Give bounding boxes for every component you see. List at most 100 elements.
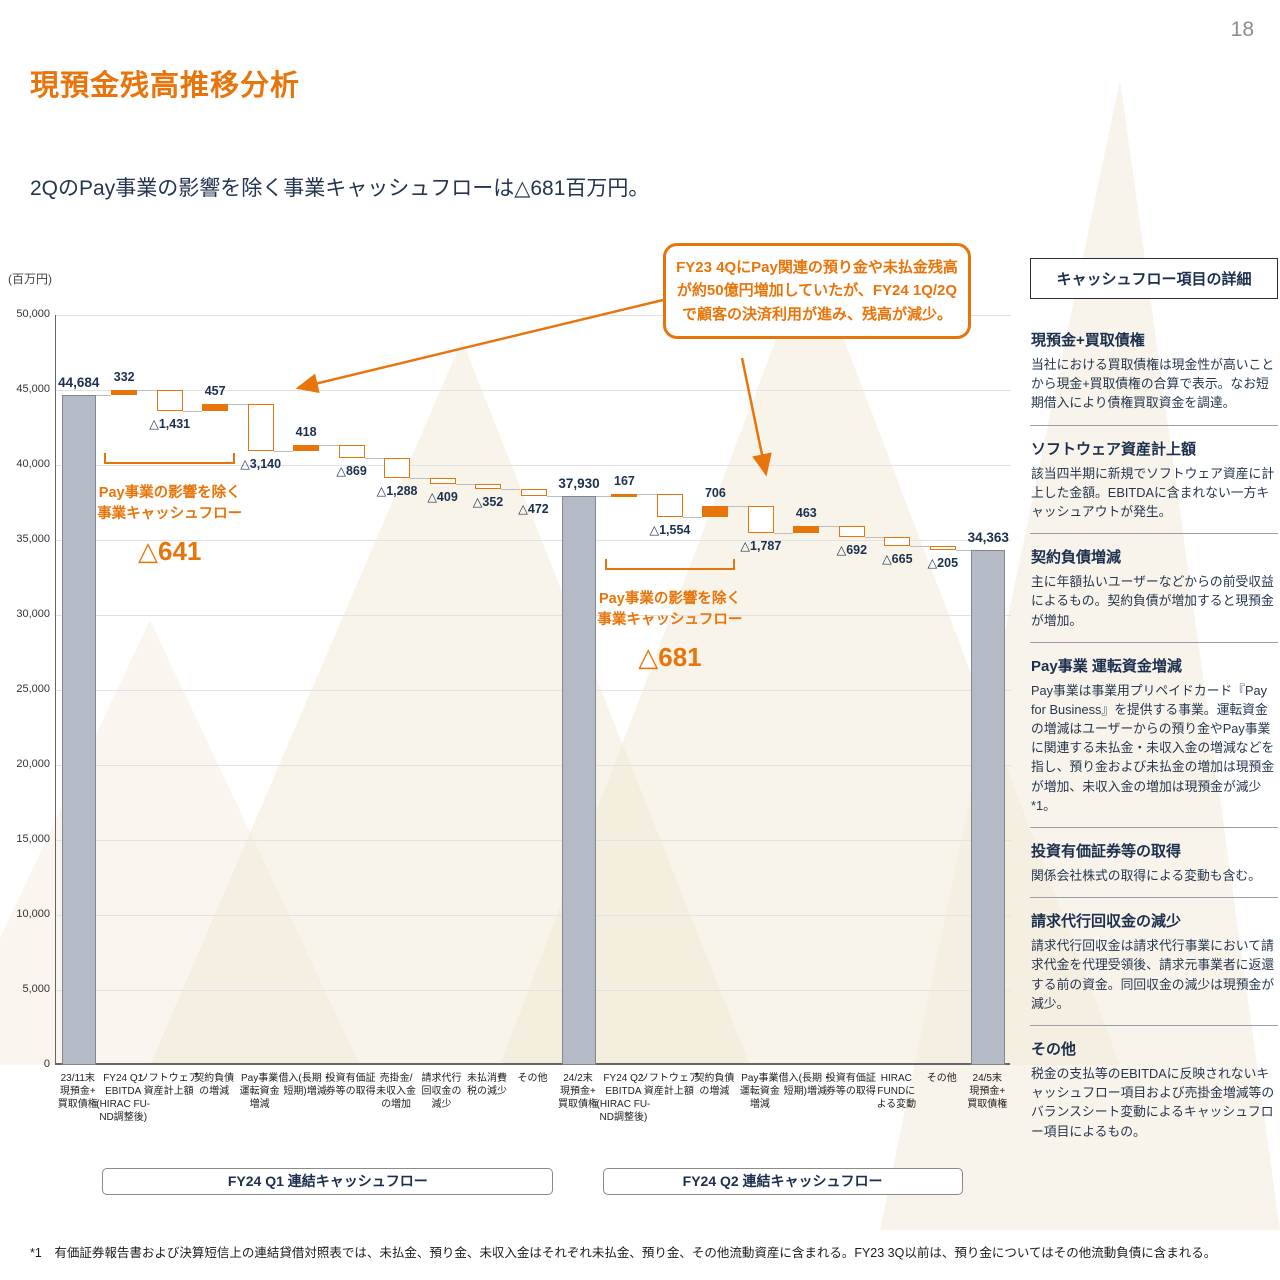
sidebar-section-heading: 現預金+買取債権 xyxy=(1031,332,1145,349)
y-axis-unit-label: (百万円) xyxy=(8,272,52,286)
y-axis-tick-label: 30,000 xyxy=(16,608,50,620)
waterfall-bar xyxy=(747,506,774,534)
bracket-annotation-value: △681 xyxy=(638,641,702,672)
waterfall-bar xyxy=(111,389,138,395)
connector-line xyxy=(864,536,885,538)
bar-value-label: △3,140 xyxy=(240,457,282,472)
bracket-annotation-line: 事業キャッシュフロー xyxy=(97,506,243,523)
x-axis-label: FY24 Q1 EBITDA (HIRAC FU- ND調整後) xyxy=(96,1073,151,1123)
waterfall-bar xyxy=(793,526,820,534)
subtitle: 2QのPay事業の影響を除く事業キャッシュフローは△681百万円。 xyxy=(30,177,650,200)
sidebar-section: 現預金+買取債権当社における買取債権は現金性が高いことから現金+買取債権の合算で… xyxy=(1030,317,1278,426)
x-axis-label: 請求代行 回収金の 減少 xyxy=(421,1073,462,1110)
gridline xyxy=(56,915,1011,916)
sidebar-section: ソフトウェア資産計上額 該当四半期に新規でソフトウェア資産に計上した金額。EBIT… xyxy=(1030,426,1278,535)
group-bracket xyxy=(104,453,235,465)
gridline xyxy=(56,690,1011,691)
waterfall-bar xyxy=(338,445,365,459)
group-label-box: FY24 Q2 連結キャッシュフロー xyxy=(602,1168,963,1195)
x-axis-label: 借入(長期・ 短期)増減 xyxy=(278,1073,332,1097)
bar-value-label: 463 xyxy=(795,506,817,521)
gridline xyxy=(56,765,1011,766)
bar-value-label: 457 xyxy=(204,384,226,399)
waterfall-bar xyxy=(702,506,729,517)
group-label-box: FY24 Q1 連結キャッシュフロー xyxy=(102,1168,554,1195)
sidebar-section-heading: 契約負債増減 xyxy=(1031,549,1122,567)
x-axis-label: 未払消費 税の減少 xyxy=(467,1073,508,1097)
connector-line xyxy=(364,458,385,460)
gridline xyxy=(56,540,1011,541)
x-axis-label: 24/2末 現預金+ 買取債権 xyxy=(557,1073,598,1110)
waterfall-chart: 0 5,000 10,000 15,000 20,000 25,000 30,000 35,0… xyxy=(16,308,1011,1220)
x-axis-label: 借入(長期・ 短期)増減 xyxy=(778,1073,833,1097)
x-axis-label: その他 xyxy=(926,1073,957,1084)
bar-value-label: △665 xyxy=(882,552,913,567)
bar-value-label: △472 xyxy=(518,502,549,517)
y-axis-tick-label: 10,000 xyxy=(16,908,50,920)
x-axis-label: その他 xyxy=(517,1073,548,1084)
page-title: 現預金残高推移分析 xyxy=(30,70,301,102)
waterfall-bar xyxy=(475,483,502,489)
x-axis-labels: 23/11末 現預金+ 買取債権 FY24 Q1 EBITDA (HIRAC FU… xyxy=(55,1072,1010,1168)
connector-line xyxy=(137,389,157,391)
waterfall-bar xyxy=(156,389,183,412)
y-axis-tick-label: 25,000 xyxy=(16,683,50,695)
connector-line xyxy=(773,533,794,535)
waterfall-bar xyxy=(520,488,547,497)
bar-value-label: △869 xyxy=(336,464,367,479)
connector-line xyxy=(501,488,521,490)
bracket-annotation-line: 事業キャッシュフロー xyxy=(597,611,743,628)
sidebar-section-body: 当社における買取債権は現金性が高いことから現金+買取債権の合算で表示。なお短期借… xyxy=(1031,357,1275,411)
waterfall-bar xyxy=(838,526,865,537)
waterfall-bar xyxy=(929,546,956,550)
group-bracket xyxy=(604,558,736,570)
x-axis-label: 契約負債 の増減 xyxy=(694,1073,735,1097)
sidebar-sections: 現預金+買取債権当社における買取債権は現金性が高いことから現金+買取債権の合算で… xyxy=(1030,317,1278,1153)
sidebar-section-body: 主に年額払いユーザーなどからの前受収益によるもの。契約負債が増加すると現預金が増… xyxy=(1031,574,1274,628)
y-axis-tick-label: 45,000 xyxy=(16,383,50,395)
connector-line xyxy=(228,404,248,406)
connector-line xyxy=(595,496,612,498)
bar-value-label: 706 xyxy=(704,486,726,501)
connector-line xyxy=(637,493,657,495)
bar-value-label: △692 xyxy=(836,542,868,557)
group-boxes: FY24 Q1 連結キャッシュフロー FY24 Q2 連結キャッシュフロー xyxy=(55,1168,1010,1198)
y-axis-tick-label: 5,000 xyxy=(22,983,50,995)
sidebar-section-body: 税金の支払等のEBITDAに反映されないキャッシュフロー項目および売掛金増減等の… xyxy=(1031,1065,1275,1139)
connector-line xyxy=(182,411,203,413)
sidebar-section: 契約負債増減主に年額払いユーザーなどからの前受収益によるもの。契約負債が増加する… xyxy=(1030,534,1278,643)
x-axis-label: 売掛金/ 未収入金 の増加 xyxy=(376,1073,417,1110)
gridline xyxy=(56,615,1011,616)
bracket-annotation-line: Pay事業の影響を除く xyxy=(98,485,241,502)
x-axis-label: 24/5末 現預金+ 買取債権 xyxy=(967,1073,1008,1110)
bracket-annotation: Pay事業の影響を除く 事業キャッシュフロー △681 xyxy=(575,589,765,677)
sidebar: キャッシュフロー項目の詳細 現預金+買取債権 当社における買取債権は現金性が高いこ… xyxy=(1030,258,1278,1153)
y-axis-tick-label: 50,000 xyxy=(16,308,50,320)
gridline xyxy=(56,465,1011,466)
bar-value-label: 418 xyxy=(295,425,317,440)
bar-value-label: 34,363 xyxy=(967,529,1009,545)
connector-line xyxy=(319,445,339,447)
connector-line xyxy=(728,506,748,508)
x-axis-label: ソフトウェア 資産計上額 xyxy=(138,1073,199,1097)
gridline xyxy=(56,390,1011,391)
sidebar-section: 投資有価証券等の取得 関係会社株式の取得による変動も含む。 xyxy=(1030,828,1278,899)
bar-value-label: △409 xyxy=(427,489,458,504)
y-axis-tick-label: 15,000 xyxy=(16,833,50,845)
sidebar-section-heading: Pay事業 運転資金増減 xyxy=(1031,657,1182,675)
bracket-annotation-value: △641 xyxy=(138,536,202,567)
x-axis-label: HIRAC FUNDに よる変動 xyxy=(876,1073,917,1110)
y-axis-tick-label: 35,000 xyxy=(16,533,50,545)
sidebar-section-body: Pay事業は事業用プリペイドカード『Pay for Business』を提供する… xyxy=(1031,682,1275,813)
gridline xyxy=(56,990,1011,991)
waterfall-bar xyxy=(202,404,229,412)
x-axis-label: 契約負債 の増減 xyxy=(194,1073,235,1097)
x-axis-label: 投資有価証 券等の取得 xyxy=(325,1073,376,1097)
bar-value-label: △205 xyxy=(927,555,959,570)
waterfall-bar xyxy=(611,493,638,497)
sidebar-section: Pay事業 運転資金増減 Pay事業は事業用プリペイドカード『Pay for Bu… xyxy=(1030,643,1278,828)
waterfall-bar xyxy=(61,394,96,1065)
sidebar-section-heading: 投資有価証券等の取得 xyxy=(1031,843,1182,860)
sidebar-section-heading: その他 xyxy=(1031,1040,1077,1058)
connector-line xyxy=(682,516,703,518)
